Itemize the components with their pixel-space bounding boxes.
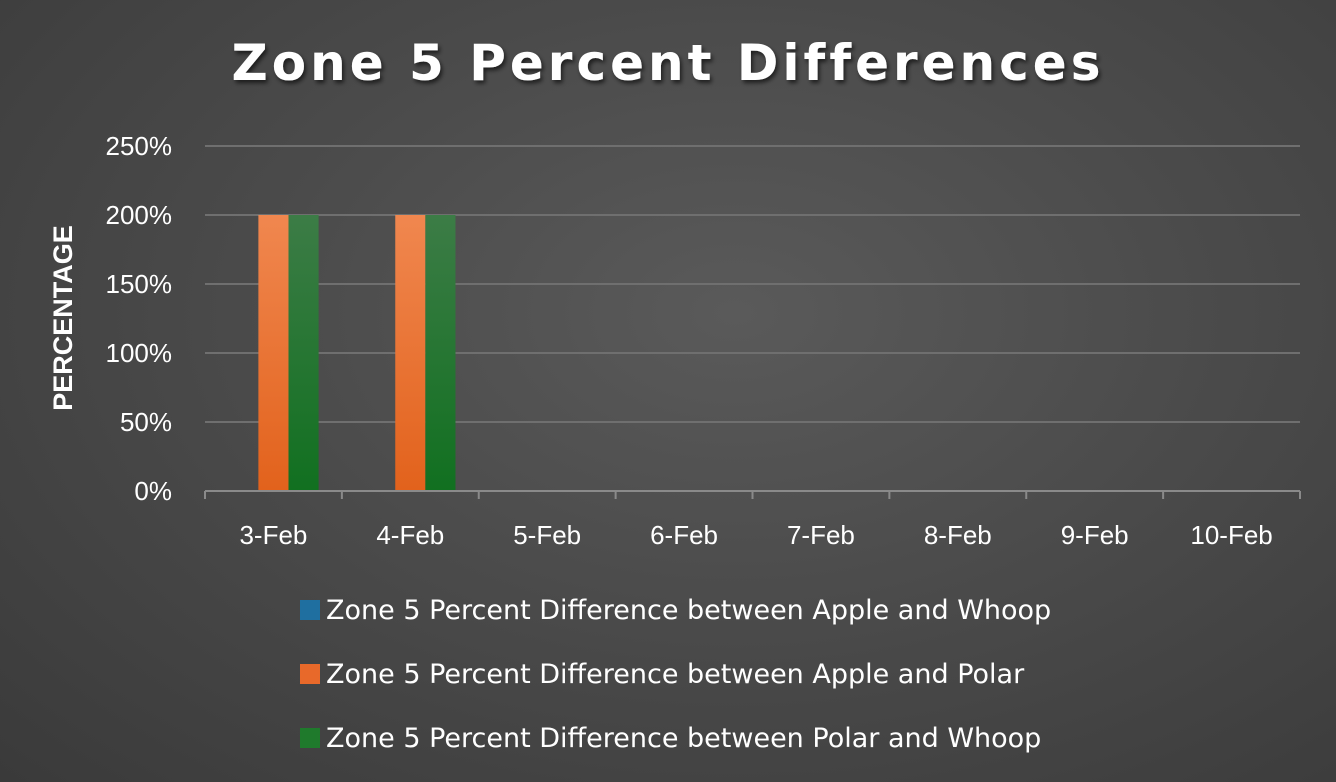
legend-label: Zone 5 Percent Difference between Apple … <box>326 658 1025 690</box>
y-axis-label: PERCENTAGE <box>48 225 78 411</box>
x-tick-label: 9-Feb <box>1061 520 1129 550</box>
legend-label: Zone 5 Percent Difference between Apple … <box>326 594 1052 626</box>
x-tick-label: 10-Feb <box>1190 520 1272 550</box>
x-tick-label: 6-Feb <box>650 520 718 550</box>
x-axis <box>204 490 1301 499</box>
bar-3-Feb-series-1 <box>258 215 289 491</box>
y-tick-label: 150% <box>106 269 173 299</box>
x-tick-label: 5-Feb <box>513 520 581 550</box>
legend-item: Zone 5 Percent Difference between Apple … <box>300 654 1200 694</box>
x-axis-ticks: 3-Feb 4-Feb 5-Feb 6-Feb 7-Feb 8-Feb 9-Feb 10-Fe… <box>239 520 1272 550</box>
legend-swatch <box>300 728 320 748</box>
bar-3-Feb-series-2 <box>288 215 319 491</box>
chart-title: Zone 5 Percent Differences <box>232 34 1105 92</box>
x-tick-label: 3-Feb <box>239 520 307 550</box>
y-tick-label: 100% <box>106 338 173 368</box>
y-tick-label: 200% <box>106 200 173 230</box>
y-tick-label: 50% <box>120 407 172 437</box>
gridlines <box>205 145 1300 423</box>
bars <box>258 215 456 491</box>
legend-swatch <box>300 600 320 620</box>
bar-4-Feb-series-1 <box>395 215 426 491</box>
legend-swatch <box>300 664 320 684</box>
legend-item: Zone 5 Percent Difference between Polar … <box>300 718 1200 758</box>
x-tick-label: 7-Feb <box>787 520 855 550</box>
legend-item: Zone 5 Percent Difference between Apple … <box>300 590 1200 630</box>
legend: Zone 5 Percent Difference between Apple … <box>300 590 1200 782</box>
legend-label: Zone 5 Percent Difference between Polar … <box>326 722 1042 754</box>
x-tick-label: 8-Feb <box>924 520 992 550</box>
y-tick-label: 0% <box>134 476 172 506</box>
y-tick-label: 250% <box>106 131 173 161</box>
y-axis-ticks: 0% 50% 100% 150% 200% 250% <box>106 131 173 506</box>
bar-4-Feb-series-2 <box>425 215 456 491</box>
x-tick-label: 4-Feb <box>376 520 444 550</box>
